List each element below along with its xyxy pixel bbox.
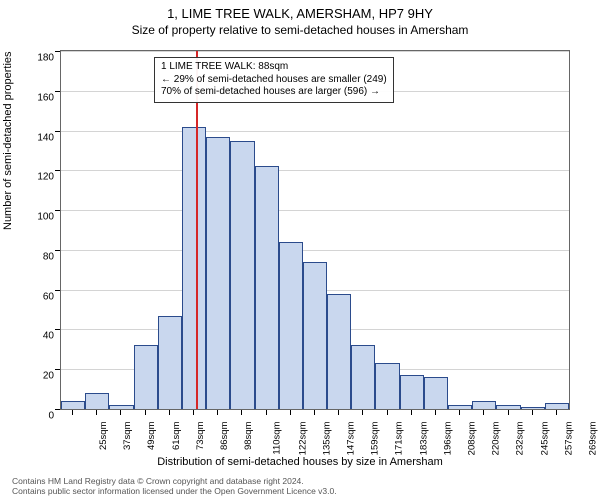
annotation-line-1: 1 LIME TREE WALK: 88sqm: [161, 61, 387, 74]
histogram-bar: [400, 375, 424, 409]
x-tick-label: 110sqm: [272, 422, 283, 455]
x-tick-label: 86sqm: [219, 422, 230, 451]
x-tick-label: 135sqm: [321, 422, 332, 456]
annotation-line-2: ← 29% of semi-detached houses are smalle…: [161, 74, 387, 87]
x-tick-label: 220sqm: [490, 422, 501, 456]
x-tick-label: 171sqm: [394, 422, 405, 456]
y-tick-label: 180: [37, 53, 54, 64]
x-tick-label: 269sqm: [587, 422, 598, 456]
annotation-box: 1 LIME TREE WALK: 88sqm ← 29% of semi-de…: [154, 57, 394, 103]
x-tick-label: 61sqm: [171, 422, 182, 451]
histogram-bar: [85, 393, 109, 409]
histogram-bar: [182, 127, 206, 409]
histogram-bar: [424, 377, 448, 409]
x-axis-ticks: 25sqm 37sqm 49sqm 61sqm 73sqm 86sqm 98sqm 110sq…: [60, 410, 570, 460]
histogram-bar: [448, 405, 472, 409]
copyright-line-1: Contains HM Land Registry data © Crown c…: [12, 476, 337, 486]
histogram-bar: [109, 405, 133, 409]
y-tick-label: 20: [43, 371, 54, 382]
chart-subtitle: Size of property relative to semi-detach…: [0, 21, 600, 37]
copyright-notice: Contains HM Land Registry data © Crown c…: [12, 476, 337, 496]
x-tick-label: 257sqm: [563, 422, 574, 456]
histogram-bar: [521, 407, 545, 409]
x-tick-label: 73sqm: [195, 422, 206, 451]
histogram-bar: [206, 137, 230, 409]
chart-title: 1, LIME TREE WALK, AMERSHAM, HP7 9HY: [0, 0, 600, 21]
x-tick-label: 196sqm: [442, 422, 453, 456]
x-tick-label: 25sqm: [98, 422, 109, 451]
property-marker-line: [196, 51, 198, 409]
histogram-bar: [230, 141, 254, 410]
copyright-line-2: Contains public sector information licen…: [12, 486, 337, 496]
histogram-bar: [303, 262, 327, 409]
y-tick-label: 160: [37, 92, 54, 103]
histogram-bar: [472, 401, 496, 409]
x-tick-label: 122sqm: [297, 422, 308, 456]
histogram-bar: [327, 294, 351, 409]
y-tick-label: 80: [43, 251, 54, 262]
x-tick-label: 98sqm: [243, 422, 254, 451]
annotation-line-3: 70% of semi-detached houses are larger (…: [161, 86, 387, 99]
y-tick-label: 120: [37, 172, 54, 183]
histogram-bar: [545, 403, 569, 409]
x-tick-label: 49sqm: [146, 422, 157, 451]
y-tick-label: 60: [43, 291, 54, 302]
x-tick-label: 208sqm: [466, 422, 477, 456]
histogram-bar: [134, 345, 158, 409]
histogram-bar: [496, 405, 520, 409]
x-axis-label: Distribution of semi-detached houses by …: [0, 456, 600, 468]
plot-area: 1 LIME TREE WALK: 88sqm ← 29% of semi-de…: [60, 50, 570, 410]
x-tick-label: 183sqm: [418, 422, 429, 456]
x-tick-label: 245sqm: [539, 422, 550, 456]
chart-container: 1, LIME TREE WALK, AMERSHAM, HP7 9HY Siz…: [0, 0, 600, 500]
y-axis-ticks: 020406080100120140160180: [0, 50, 60, 410]
y-tick-label: 140: [37, 132, 54, 143]
x-tick-label: 147sqm: [345, 422, 356, 456]
x-tick-label: 232sqm: [515, 422, 526, 456]
histogram-bar: [158, 316, 182, 409]
histogram-bar: [351, 345, 375, 409]
y-tick-label: 40: [43, 331, 54, 342]
x-tick-label: 159sqm: [370, 422, 381, 456]
histogram-bar: [61, 401, 85, 409]
x-tick-label: 37sqm: [122, 422, 133, 451]
histogram-bars: [61, 51, 569, 409]
y-tick-label: 0: [48, 411, 54, 422]
histogram-bar: [279, 242, 303, 409]
histogram-bar: [375, 363, 399, 409]
histogram-bar: [255, 166, 279, 409]
y-tick-label: 100: [37, 212, 54, 223]
